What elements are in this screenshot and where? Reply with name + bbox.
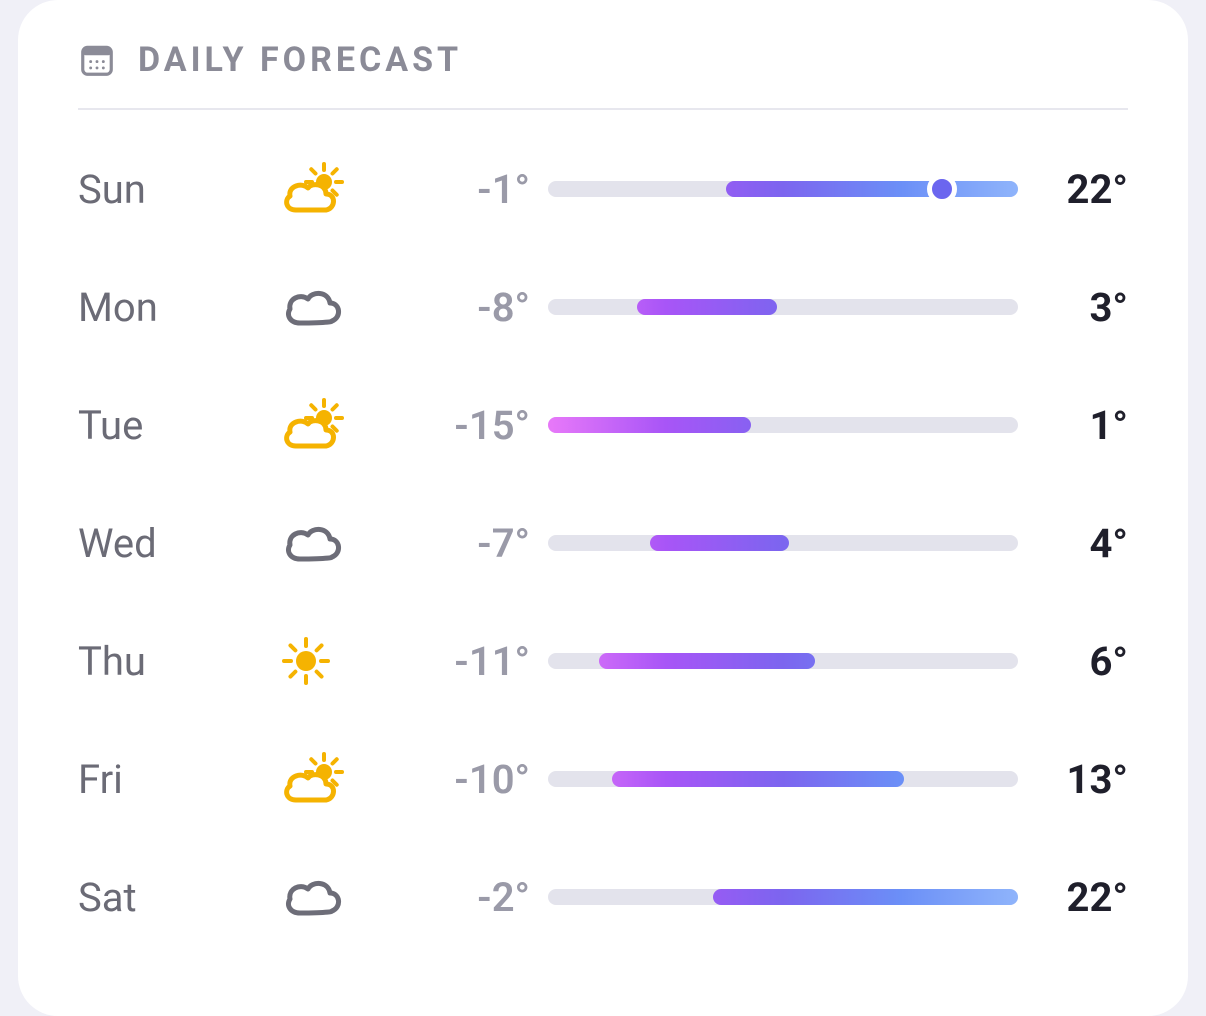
- forecast-row[interactable]: Fri -10° 13°: [78, 720, 1128, 838]
- temp-range-fill: [612, 771, 904, 787]
- temp-range-fill: [548, 417, 751, 433]
- forecast-rows: Sun -1° 22° Mon -8° 3° Tue -15°: [78, 130, 1128, 956]
- high-temp: 4°: [1018, 520, 1128, 567]
- high-temp: 3°: [1018, 284, 1128, 331]
- low-temp: -7°: [398, 520, 548, 567]
- forecast-row[interactable]: Wed -7° 4°: [78, 484, 1128, 602]
- forecast-row[interactable]: Sat -2° 22°: [78, 838, 1128, 956]
- low-temp: -1°: [398, 166, 548, 213]
- temp-range-track: [548, 535, 1018, 551]
- temp-range-fill: [713, 889, 1018, 905]
- temp-range-track: [548, 653, 1018, 669]
- temp-range-fill: [650, 535, 790, 551]
- low-temp: -10°: [398, 756, 548, 803]
- low-temp: -15°: [398, 402, 548, 449]
- cloud-icon: [278, 279, 398, 335]
- high-temp: 1°: [1018, 402, 1128, 449]
- temp-range-track: [548, 181, 1018, 197]
- sun-icon: [278, 633, 398, 689]
- cloud-icon: [278, 515, 398, 571]
- temp-range-fill: [637, 299, 777, 315]
- day-label: Mon: [78, 284, 278, 331]
- temp-range-track: [548, 771, 1018, 787]
- low-temp: -11°: [398, 638, 548, 685]
- day-label: Sat: [78, 874, 278, 921]
- calendar-icon: [78, 41, 116, 79]
- forecast-row[interactable]: Mon -8° 3°: [78, 248, 1128, 366]
- day-label: Sun: [78, 166, 278, 213]
- partly-cloudy-icon: [278, 750, 398, 808]
- temp-range-track: [548, 417, 1018, 433]
- forecast-row[interactable]: Thu -11° 6°: [78, 602, 1128, 720]
- partly-cloudy-icon: [278, 160, 398, 218]
- day-label: Tue: [78, 402, 278, 449]
- low-temp: -2°: [398, 874, 548, 921]
- high-temp: 22°: [1018, 166, 1128, 213]
- temp-range-track: [548, 299, 1018, 315]
- forecast-title: DAILY FORECAST: [138, 40, 462, 80]
- temp-range-fill: [726, 181, 1018, 197]
- temp-range-fill: [599, 653, 815, 669]
- forecast-row[interactable]: Tue -15° 1°: [78, 366, 1128, 484]
- low-temp: -8°: [398, 284, 548, 331]
- current-temp-marker: [927, 174, 957, 204]
- high-temp: 13°: [1018, 756, 1128, 803]
- day-label: Wed: [78, 520, 278, 567]
- temp-range-track: [548, 889, 1018, 905]
- partly-cloudy-icon: [278, 396, 398, 454]
- day-label: Fri: [78, 756, 278, 803]
- forecast-row[interactable]: Sun -1° 22°: [78, 130, 1128, 248]
- high-temp: 22°: [1018, 874, 1128, 921]
- forecast-card: DAILY FORECAST Sun -1° 22° Mon -8° 3° Tu…: [18, 0, 1188, 1016]
- day-label: Thu: [78, 638, 278, 685]
- forecast-header: DAILY FORECAST: [78, 40, 1128, 110]
- cloud-icon: [278, 869, 398, 925]
- high-temp: 6°: [1018, 638, 1128, 685]
